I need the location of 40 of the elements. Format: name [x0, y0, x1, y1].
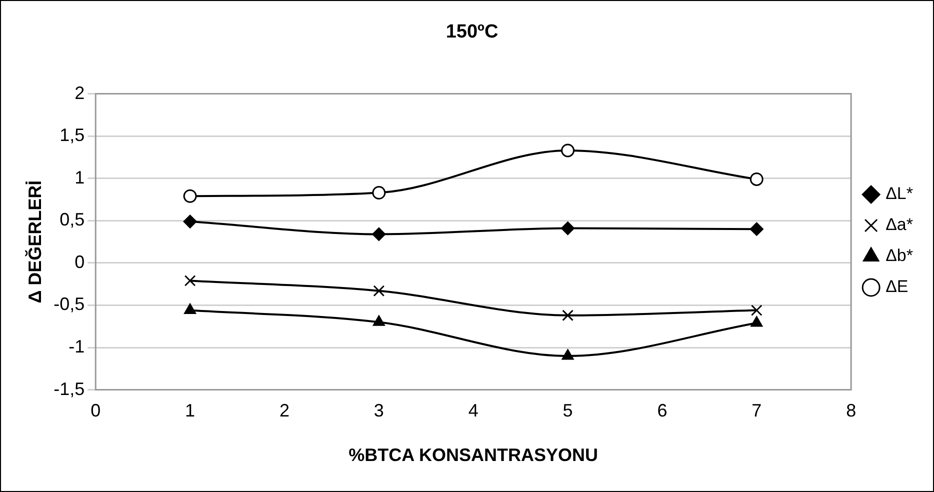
- y-tick-label: 0,5: [60, 210, 85, 230]
- x-tick-label: 0: [90, 400, 101, 421]
- x-tick-label: 2: [279, 400, 290, 421]
- y-tick-label: 1,5: [60, 125, 85, 146]
- y-tick-label: 1: [74, 167, 85, 188]
- point: [184, 275, 196, 286]
- point: [750, 172, 764, 186]
- y-tick-label: -0,5: [54, 294, 85, 314]
- x-tick-label: 8: [846, 400, 856, 421]
- chart-title: 150ºC: [446, 22, 498, 43]
- point: [373, 285, 385, 297]
- point: [561, 222, 575, 236]
- point: [372, 186, 386, 200]
- point: [183, 189, 197, 203]
- point: [562, 349, 574, 360]
- y-axis-title: Δ DEĞERLERİ: [24, 180, 45, 304]
- point: [750, 222, 764, 236]
- x-tick-label: 5: [562, 400, 573, 421]
- x-tick-label: 7: [752, 400, 762, 421]
- x-axis-title: %BTCA KONSANTRASYONU: [348, 445, 598, 466]
- point: [561, 144, 575, 158]
- point: [372, 227, 386, 241]
- y-tick-label: 0: [74, 252, 85, 272]
- y-tick-label: -1,5: [54, 378, 85, 399]
- point: [372, 315, 385, 326]
- y-tick-label: -1: [68, 336, 85, 356]
- point: [750, 304, 762, 316]
- legend-label: Δa*: [886, 215, 914, 234]
- legend-label: ΔL*: [886, 184, 914, 204]
- y-tick-label: 2: [74, 82, 85, 103]
- point: [183, 214, 197, 228]
- x-tick-label: 6: [657, 400, 668, 421]
- point: [184, 304, 196, 314]
- point: [562, 310, 574, 322]
- x-tick-label: 3: [374, 400, 384, 421]
- x-tick-label: 4: [468, 400, 478, 421]
- legend-label: Δb*: [886, 246, 914, 266]
- legend-label: ΔE: [886, 277, 908, 296]
- point: [750, 316, 763, 327]
- x-tick-label: 1: [185, 400, 196, 421]
